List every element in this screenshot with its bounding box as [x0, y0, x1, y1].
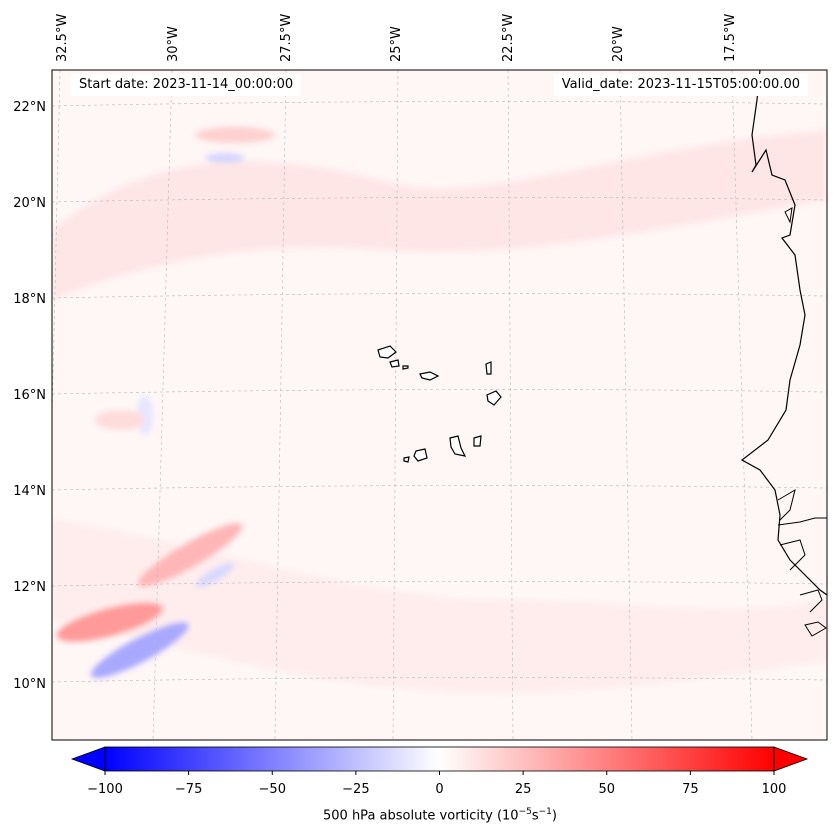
island-brava	[403, 456, 410, 463]
coastline	[740, 70, 827, 596]
vorticity-field	[52, 70, 827, 740]
lon-label: 30°W	[166, 26, 181, 62]
island-sao-nicolau	[419, 371, 440, 381]
island-maio	[473, 435, 482, 447]
island-sal	[485, 361, 492, 375]
lon-label: 22.5°W	[501, 14, 516, 62]
lat-label: 22°N	[13, 100, 46, 115]
lat-label: 14°N	[13, 484, 46, 499]
colorbar-tick-label: −75	[175, 782, 202, 797]
island-boa-vista	[486, 390, 502, 406]
vorticity-band-north	[52, 130, 827, 300]
cabo-verde-islands	[377, 345, 502, 463]
negative-anomaly-north	[205, 153, 245, 163]
colorbar-tick-label: 75	[682, 782, 699, 797]
colorbar-label-exp2: −1	[538, 807, 552, 817]
lon-label: 27.5°W	[279, 14, 294, 62]
island-santo-antao	[377, 345, 397, 359]
colorbar-label: 500 hPa absolute vorticity (10−5s−1)	[200, 807, 680, 823]
lat-label: 18°N	[13, 292, 46, 307]
map-frame	[51, 69, 828, 741]
latitude-labels: 22°N 20°N 18°N 16°N 14°N 12°N 10°N	[13, 100, 46, 692]
lon-label: 17.5°W	[723, 14, 738, 62]
valid-date-label: Valid_date: 2023-11-15T05:00:00.00	[553, 74, 808, 96]
lon-label: 32.5°W	[55, 14, 70, 62]
positive-anomaly-west	[95, 410, 145, 430]
colorbar-tick-label: 100	[762, 782, 787, 797]
vorticity-band-south	[52, 520, 827, 693]
colorbar-label-exp1: −5	[518, 807, 532, 817]
colorbar-tick-label: 25	[515, 782, 532, 797]
colorbar-label-mid: s	[531, 808, 539, 824]
colorbar-tick-label: −25	[342, 782, 369, 797]
colorbar-tick-label: 50	[598, 782, 615, 797]
colorbar-tick-label: 0	[435, 782, 443, 797]
island-sao-vicente	[389, 359, 400, 368]
colorbar-gradient	[105, 747, 774, 771]
lat-label: 10°N	[13, 677, 46, 692]
colorbar: −100 −75 −50 −25 0 25 50 75 100	[70, 746, 809, 797]
positive-anomaly-belt	[137, 523, 243, 587]
negative-anomaly-core	[91, 622, 189, 678]
positive-anomaly-core	[56, 602, 164, 642]
colorbar-ticks: −100 −75 −50 −25 0 25 50 75 100	[87, 771, 786, 797]
longitude-labels: 32.5°W 30°W 27.5°W 25°W 22.5°W 20°W 17.5…	[55, 14, 738, 62]
positive-anomaly-north	[195, 127, 275, 143]
start-date-label: Start date: 2023-11-14_00:00:00	[71, 74, 302, 96]
lat-label: 16°N	[13, 388, 46, 403]
colorbar-label-prefix: 500 hPa absolute vorticity (10	[323, 808, 519, 824]
colorbar-tick-label: −50	[259, 782, 286, 797]
island-santiago	[449, 435, 467, 457]
coastline-detail	[777, 207, 827, 637]
graticule	[52, 70, 827, 740]
lon-label: 20°W	[611, 26, 626, 62]
island-santa-luzia	[402, 365, 409, 370]
colorbar-label-suffix: )	[551, 808, 557, 824]
colorbar-extend-max	[773, 746, 809, 772]
lon-label: 25°W	[389, 26, 404, 62]
colorbar-extend-min	[70, 746, 106, 772]
island-fogo	[413, 448, 428, 462]
lat-label: 12°N	[13, 580, 46, 595]
negative-anomaly-small	[195, 562, 235, 588]
colorbar-tick-label: −100	[87, 782, 123, 797]
lat-label: 20°N	[13, 196, 46, 211]
